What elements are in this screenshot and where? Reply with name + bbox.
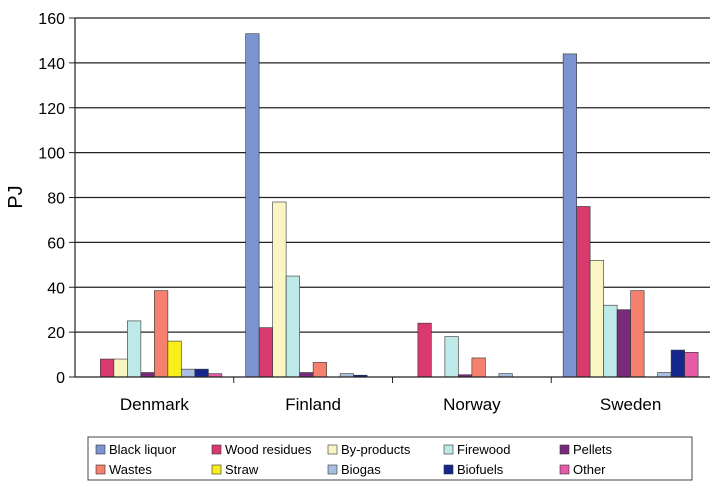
bar-sweden-wood-residues xyxy=(576,206,591,378)
x-tick-label: Finland xyxy=(285,395,341,414)
legend-swatch xyxy=(211,464,222,475)
bar-denmark-biofuels xyxy=(194,368,209,378)
y-axis-label: PJ xyxy=(5,185,27,208)
legend-swatch xyxy=(559,444,570,455)
bar-finland-by-products xyxy=(272,201,287,378)
legend-swatch xyxy=(559,464,570,475)
bar-denmark-by-products xyxy=(113,358,128,378)
legend-swatch xyxy=(211,444,222,455)
bar-norway-wastes xyxy=(471,357,486,378)
y-tick-label: 0 xyxy=(56,370,65,387)
legend-label: Straw xyxy=(225,462,259,477)
bar-norway-firewood xyxy=(444,336,459,378)
bar-norway-wood-residues xyxy=(417,322,432,378)
axes: 0 20 40 60 80 100 120 140 160 Denmark Finland Norwa… xyxy=(38,11,710,414)
bar-sweden-pellets xyxy=(616,309,631,378)
legend-swatch xyxy=(443,444,454,455)
bar-sweden-firewood xyxy=(603,304,618,378)
bar-denmark-straw xyxy=(167,340,182,378)
legend: Black liquor Wood residues By-products Fire… xyxy=(87,436,693,481)
legend-swatch xyxy=(95,464,106,475)
y-tick-label: 60 xyxy=(47,235,65,252)
y-tick-label: 140 xyxy=(38,56,65,73)
x-tick-label: Denmark xyxy=(120,395,189,414)
y-tick-label: 20 xyxy=(47,325,65,342)
y-tick-label: 160 xyxy=(38,11,65,28)
bar-sweden-biofuels xyxy=(670,349,685,378)
bar-denmark-wood-residues xyxy=(100,358,115,378)
bar-finland-black-liquor xyxy=(245,33,260,378)
bar-sweden-wastes xyxy=(630,290,645,378)
y-tick-label: 100 xyxy=(38,146,65,163)
bars xyxy=(100,33,699,378)
bar-finland-pellets xyxy=(299,372,314,378)
bar-denmark-wastes xyxy=(154,290,169,378)
legend-swatch xyxy=(327,464,338,475)
x-tick-label: Norway xyxy=(443,395,501,414)
bar-sweden-other xyxy=(684,352,699,378)
bar-denmark-pellets xyxy=(140,372,155,378)
legend-label: Black liquor xyxy=(109,442,177,457)
legend-label: Wastes xyxy=(109,462,152,477)
grid-lines xyxy=(75,17,710,333)
legend-label: Other xyxy=(573,462,606,477)
legend-label: Firewood xyxy=(457,442,510,457)
legend-swatch xyxy=(327,444,338,455)
bar-finland-wastes xyxy=(312,362,327,378)
bar-sweden-by-products xyxy=(589,260,604,378)
bar-finland-wood-residues xyxy=(258,327,273,378)
y-tick-label: 120 xyxy=(38,101,65,118)
bar-denmark-biogas xyxy=(181,368,196,378)
y-tick-label: 40 xyxy=(47,280,65,297)
bar-sweden-black-liquor xyxy=(562,53,577,378)
y-tick-label: 80 xyxy=(47,191,65,208)
bar-denmark-firewood xyxy=(127,320,142,378)
x-tick-label: Sweden xyxy=(600,395,661,414)
legend-box xyxy=(87,436,693,481)
legend-label: Biofuels xyxy=(457,462,504,477)
legend-label: Wood residues xyxy=(225,442,312,457)
bar-finland-firewood xyxy=(285,275,300,378)
legend-label: Pellets xyxy=(573,442,613,457)
legend-swatch xyxy=(95,444,106,455)
bar-sweden-biogas xyxy=(657,372,672,378)
legend-swatch xyxy=(443,464,454,475)
legend-label: By-products xyxy=(341,442,411,457)
legend-label: Biogas xyxy=(341,462,381,477)
